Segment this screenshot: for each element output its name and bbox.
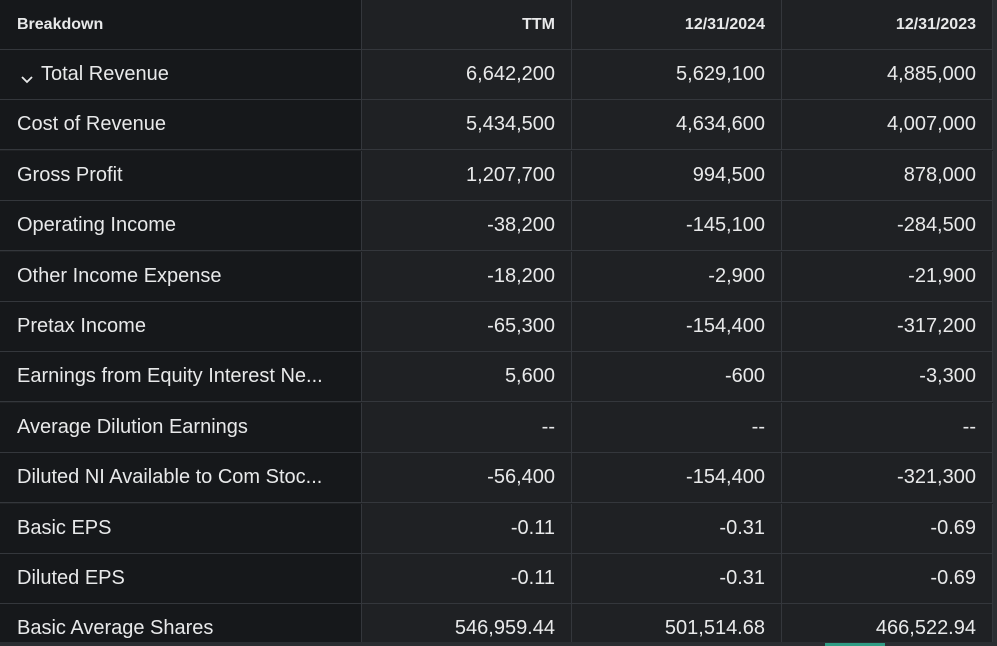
table-row: Diluted NI Available to Com Stoc... -56,4… [0, 453, 997, 503]
row-value-cell: 878,000 [782, 151, 993, 200]
row-label: Pretax Income [17, 315, 146, 337]
row-value-cell: 4,885,000 [782, 50, 993, 99]
row-value-cell: -2,900 [572, 252, 782, 301]
table-header-row: Breakdown TTM 12/31/2024 12/31/2023 [0, 0, 997, 50]
row-label-cell: Cost of Revenue [0, 100, 362, 149]
table-row: Cost of Revenue 5,434,500 4,634,600 4,007,0… [0, 100, 997, 150]
table-row: Gross Profit 1,207,700 994,500 878,000 [0, 151, 997, 201]
row-label: Diluted EPS [17, 567, 125, 589]
scrollbar-thumb[interactable] [825, 643, 885, 646]
row-value-cell: 4,634,600 [572, 100, 782, 149]
row-value-cell: -56,400 [362, 453, 572, 502]
row-value-cell: -0.11 [362, 504, 572, 553]
table-right-edge [993, 0, 997, 646]
chevron-down-icon[interactable] [19, 69, 35, 83]
row-label: Diluted NI Available to Com Stoc... [17, 466, 323, 488]
row-value-cell: -600 [572, 352, 782, 401]
row-value-cell: 5,600 [362, 352, 572, 401]
row-label-cell: Diluted EPS [0, 554, 362, 603]
table-row: Earnings from Equity Interest Ne... 5,600… [0, 352, 997, 402]
table-row: Diluted EPS -0.11 -0.31 -0.69 [0, 554, 997, 604]
row-value-cell: 994,500 [572, 151, 782, 200]
row-value-cell: -0.31 [572, 554, 782, 603]
row-value-cell: -65,300 [362, 302, 572, 351]
row-value-cell: -- [362, 403, 572, 452]
header-2023: 12/31/2023 [782, 0, 993, 49]
row-label-cell: Pretax Income [0, 302, 362, 351]
row-value-cell: -154,400 [572, 453, 782, 502]
row-value-cell: -321,300 [782, 453, 993, 502]
row-value-cell: -0.11 [362, 554, 572, 603]
row-label-cell: Other Income Expense [0, 252, 362, 301]
row-label-cell: Gross Profit [0, 151, 362, 200]
row-value-cell: -0.31 [572, 504, 782, 553]
table-row[interactable]: Total Revenue 6,642,200 5,629,100 4,885,000 [0, 50, 997, 100]
row-label-cell: Basic EPS [0, 504, 362, 553]
horizontal-scrollbar[interactable] [0, 642, 997, 646]
row-value-cell: -0.69 [782, 504, 993, 553]
row-value-cell: -154,400 [572, 302, 782, 351]
row-label-cell[interactable]: Total Revenue [0, 50, 362, 99]
row-label-cell: Average Dilution Earnings [0, 403, 362, 452]
row-label-cell: Basic Average Shares [0, 604, 362, 646]
row-value-cell: -- [782, 403, 993, 452]
row-label: Average Dilution Earnings [17, 416, 248, 438]
row-value-cell: -317,200 [782, 302, 993, 351]
row-label: Earnings from Equity Interest Ne... [17, 365, 323, 387]
row-label: Operating Income [17, 214, 176, 236]
row-label: Cost of Revenue [17, 113, 166, 135]
row-label: Total Revenue [41, 63, 169, 85]
row-value-cell: -21,900 [782, 252, 993, 301]
row-value-cell: 6,642,200 [362, 50, 572, 99]
row-value-cell: 1,207,700 [362, 151, 572, 200]
row-value-cell: 5,629,100 [572, 50, 782, 99]
row-value-cell: -- [572, 403, 782, 452]
table-row: Pretax Income -65,300 -154,400 -317,200 [0, 302, 997, 352]
row-label-cell: Diluted NI Available to Com Stoc... [0, 453, 362, 502]
table-row: Basic Average Shares 546,959.44 501,514.68… [0, 604, 997, 646]
row-label: Basic EPS [17, 517, 112, 539]
row-value-cell: 501,514.68 [572, 604, 782, 646]
row-value-cell: -38,200 [362, 201, 572, 250]
row-value-cell: -0.69 [782, 554, 993, 603]
row-value-cell: 4,007,000 [782, 100, 993, 149]
table-row: Basic EPS -0.11 -0.31 -0.69 [0, 504, 997, 554]
row-label: Basic Average Shares [17, 617, 214, 639]
row-value-cell: -284,500 [782, 201, 993, 250]
row-label: Other Income Expense [17, 265, 222, 287]
table-row: Other Income Expense -18,200 -2,900 -21,900 [0, 252, 997, 302]
header-breakdown: Breakdown [0, 0, 362, 49]
row-value-cell: 466,522.94 [782, 604, 993, 646]
header-ttm: TTM [362, 0, 572, 49]
table-row: Average Dilution Earnings -- -- -- [0, 403, 997, 453]
row-value-cell: -3,300 [782, 352, 993, 401]
row-label-cell: Earnings from Equity Interest Ne... [0, 352, 362, 401]
table-row: Operating Income -38,200 -145,100 -284,500 [0, 201, 997, 251]
row-value-cell: -145,100 [572, 201, 782, 250]
row-value-cell: -18,200 [362, 252, 572, 301]
row-label: Gross Profit [17, 164, 123, 186]
header-2024: 12/31/2024 [572, 0, 782, 49]
row-value-cell: 5,434,500 [362, 100, 572, 149]
row-label-cell: Operating Income [0, 201, 362, 250]
row-value-cell: 546,959.44 [362, 604, 572, 646]
